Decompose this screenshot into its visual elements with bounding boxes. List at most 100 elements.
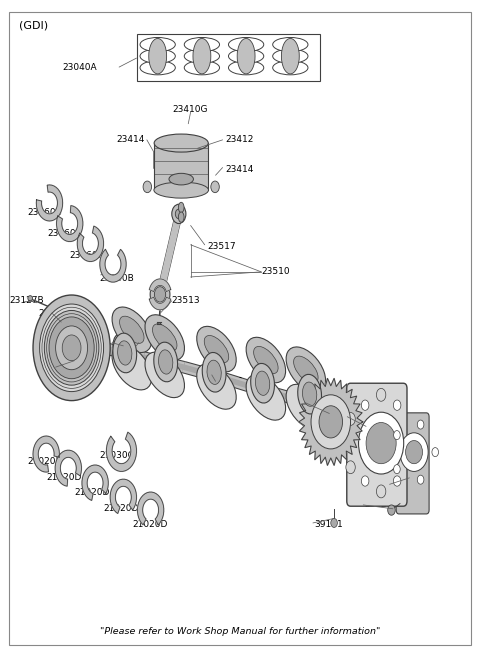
Ellipse shape: [140, 37, 175, 52]
Text: 23060B: 23060B: [70, 250, 105, 260]
Ellipse shape: [175, 209, 182, 219]
Circle shape: [417, 420, 424, 429]
Ellipse shape: [202, 352, 226, 392]
Circle shape: [40, 304, 104, 392]
Ellipse shape: [120, 316, 144, 344]
Text: 24340: 24340: [56, 364, 84, 373]
Circle shape: [113, 333, 130, 356]
Text: 23060B: 23060B: [27, 208, 62, 217]
Circle shape: [432, 447, 439, 457]
Circle shape: [361, 400, 369, 411]
Bar: [136, 34, 320, 81]
Circle shape: [44, 311, 99, 385]
Text: 23414: 23414: [117, 135, 145, 145]
Ellipse shape: [246, 374, 286, 420]
Polygon shape: [82, 465, 108, 501]
Ellipse shape: [294, 356, 318, 383]
Bar: [131, 341, 141, 349]
Ellipse shape: [302, 382, 317, 406]
Ellipse shape: [255, 371, 270, 396]
Ellipse shape: [184, 37, 219, 52]
Text: 23124B: 23124B: [39, 309, 73, 317]
Polygon shape: [33, 436, 60, 472]
Text: 21030C: 21030C: [99, 451, 134, 461]
Ellipse shape: [172, 204, 186, 223]
Text: 23125: 23125: [141, 338, 170, 347]
FancyBboxPatch shape: [396, 413, 429, 514]
Polygon shape: [149, 297, 171, 310]
Ellipse shape: [211, 181, 219, 193]
Ellipse shape: [184, 60, 219, 75]
Ellipse shape: [197, 364, 236, 409]
Ellipse shape: [112, 307, 152, 353]
Circle shape: [388, 505, 395, 515]
Ellipse shape: [28, 296, 33, 301]
Circle shape: [394, 464, 400, 474]
Ellipse shape: [184, 49, 219, 63]
Text: 23127B: 23127B: [10, 296, 44, 306]
Text: 23410G: 23410G: [173, 105, 208, 114]
Ellipse shape: [179, 202, 184, 213]
Circle shape: [393, 476, 401, 486]
Text: "Please refer to Work Shop Manual for further information": "Please refer to Work Shop Manual for fu…: [100, 627, 380, 636]
Ellipse shape: [286, 384, 325, 430]
Text: 21020D: 21020D: [27, 457, 63, 466]
Circle shape: [331, 518, 337, 528]
Text: 23060B: 23060B: [99, 275, 133, 283]
Polygon shape: [55, 450, 82, 486]
Circle shape: [346, 413, 355, 425]
Circle shape: [376, 485, 386, 498]
Text: 21020D: 21020D: [104, 505, 139, 513]
Ellipse shape: [143, 181, 152, 193]
Text: 21020D: 21020D: [74, 488, 110, 497]
Ellipse shape: [246, 337, 286, 383]
Bar: [154, 143, 208, 190]
Polygon shape: [57, 206, 83, 242]
Ellipse shape: [149, 39, 167, 74]
Text: 23517: 23517: [207, 242, 236, 251]
Ellipse shape: [154, 182, 208, 198]
Polygon shape: [299, 378, 363, 465]
Ellipse shape: [197, 327, 236, 372]
Circle shape: [33, 295, 110, 401]
Circle shape: [376, 388, 386, 401]
Ellipse shape: [207, 360, 221, 384]
Ellipse shape: [155, 286, 166, 302]
Ellipse shape: [153, 324, 177, 351]
Ellipse shape: [179, 212, 184, 222]
Text: 23120: 23120: [113, 338, 142, 347]
Ellipse shape: [273, 37, 308, 52]
Ellipse shape: [140, 60, 175, 75]
Ellipse shape: [112, 344, 152, 390]
Ellipse shape: [228, 37, 264, 52]
Text: 23510: 23510: [261, 267, 290, 277]
Ellipse shape: [145, 352, 184, 397]
Circle shape: [319, 406, 343, 438]
Polygon shape: [107, 432, 136, 471]
Ellipse shape: [281, 39, 299, 74]
Text: 23060B: 23060B: [47, 229, 82, 238]
Text: 23211B: 23211B: [348, 412, 383, 421]
Ellipse shape: [113, 333, 137, 373]
Text: 39190A: 39190A: [306, 398, 341, 407]
Text: 23311B: 23311B: [391, 480, 425, 489]
Ellipse shape: [237, 39, 255, 74]
Ellipse shape: [193, 39, 211, 74]
Ellipse shape: [154, 134, 208, 152]
Polygon shape: [149, 279, 171, 292]
Circle shape: [394, 430, 400, 440]
Ellipse shape: [145, 315, 184, 360]
Polygon shape: [77, 226, 104, 261]
Ellipse shape: [228, 49, 264, 63]
Polygon shape: [137, 492, 164, 525]
Ellipse shape: [158, 350, 173, 374]
Circle shape: [49, 317, 94, 378]
Ellipse shape: [118, 341, 132, 365]
Text: 23111: 23111: [216, 377, 244, 386]
Text: 23226B: 23226B: [365, 501, 399, 509]
Circle shape: [393, 400, 401, 411]
Circle shape: [406, 441, 422, 464]
Polygon shape: [36, 185, 63, 221]
Circle shape: [361, 476, 369, 486]
Ellipse shape: [140, 49, 175, 63]
